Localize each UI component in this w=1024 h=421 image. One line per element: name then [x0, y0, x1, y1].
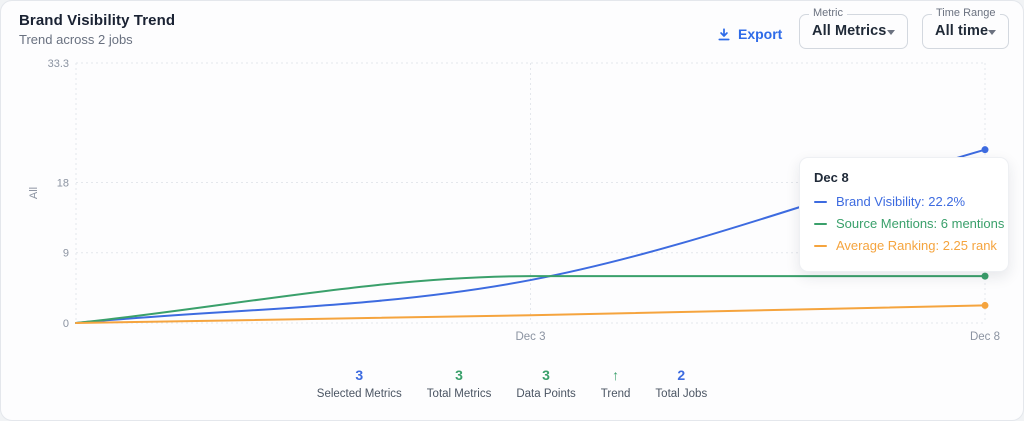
stat-value: 3: [355, 367, 364, 383]
export-button[interactable]: Export: [715, 22, 784, 46]
tooltip-row-text: Average Ranking: 2.25 rank: [836, 238, 997, 253]
stat-label: Total Jobs: [655, 388, 708, 400]
legend-dash-icon: [814, 200, 827, 203]
time-range-select[interactable]: Time Range All time: [922, 7, 1009, 49]
tooltip-rows: Brand Visibility: 22.2% Source Mentions: …: [814, 194, 1004, 253]
y-axis-title: All: [28, 187, 40, 199]
stat-value: 3: [542, 367, 550, 383]
stat-data-points: 3 Data Points: [516, 367, 575, 400]
stat-total-metrics: 3 Total Metrics: [427, 367, 492, 400]
page-title: Brand Visibility Trend: [19, 12, 176, 29]
legend-dash-icon: [814, 222, 827, 225]
stat-label: Data Points: [516, 388, 576, 400]
legend-dash-icon: [814, 244, 827, 247]
tooltip-row-text: Source Mentions: 6 mentions: [836, 216, 1005, 231]
trend-line-chart[interactable]: 0 9 18 33.3 Dec 3 Dec 8 All: [1, 1, 1024, 353]
stat-label: Selected Metrics: [316, 388, 402, 400]
series-line-source-mentions[interactable]: [75, 275, 986, 324]
page-subtitle: Trend across 2 jobs: [19, 32, 133, 47]
tooltip-row: Brand Visibility: 22.2%: [814, 194, 994, 209]
x-tick-label: Dec 8: [970, 331, 1000, 343]
y-tick-label: 9: [63, 248, 69, 260]
metric-select-label: Metric: [809, 7, 847, 19]
series-end-dot-average-ranking[interactable]: [981, 301, 989, 309]
stat-value: 2: [677, 367, 686, 383]
y-tick-label: 18: [57, 177, 69, 189]
tooltip-row: Average Ranking: 2.25 rank: [814, 238, 997, 253]
card-header: Brand Visibility Trend Trend across 2 jo…: [19, 12, 175, 47]
stats-row: 3 Selected Metrics 3 Total Metrics 3 Data Poi…: [1, 367, 1023, 400]
stat-value: 3: [455, 367, 463, 383]
download-icon: [718, 27, 730, 40]
chevron-down-icon: [887, 30, 895, 35]
stat-label: Trend: [600, 388, 631, 400]
time-range-select-label: Time Range: [932, 7, 1000, 19]
series-end-dot-brand-visibility[interactable]: [981, 146, 989, 154]
series-end-dot-source-mentions[interactable]: [981, 272, 989, 280]
x-tick-label: Dec 3: [515, 331, 545, 343]
stat-selected-metrics: 3 Selected Metrics: [317, 367, 402, 400]
metric-select-value: All Metrics: [812, 23, 887, 39]
y-tick-label: 33.3: [48, 58, 69, 70]
chevron-down-icon: [988, 30, 996, 35]
tooltip-row: Source Mentions: 6 mentions: [814, 216, 1004, 231]
metric-select[interactable]: Metric All Metrics: [799, 7, 908, 49]
tooltip-title: Dec 8: [814, 170, 849, 185]
y-tick-label: 0: [63, 318, 69, 330]
stat-label: Total Metrics: [426, 388, 492, 400]
time-range-select-value: All time: [935, 23, 989, 39]
export-label: Export: [738, 26, 783, 42]
stat-total-jobs: 2 Total Jobs: [655, 367, 707, 400]
tooltip-row-text: Brand Visibility: 22.2%: [836, 194, 966, 209]
series-line-average-ranking[interactable]: [75, 304, 986, 324]
stat-trend: ↑ Trend: [601, 367, 631, 400]
chart-tooltip: Dec 8 Brand Visibility: 22.2% Source Ment…: [799, 157, 1009, 272]
stat-value: ↑: [612, 367, 620, 383]
